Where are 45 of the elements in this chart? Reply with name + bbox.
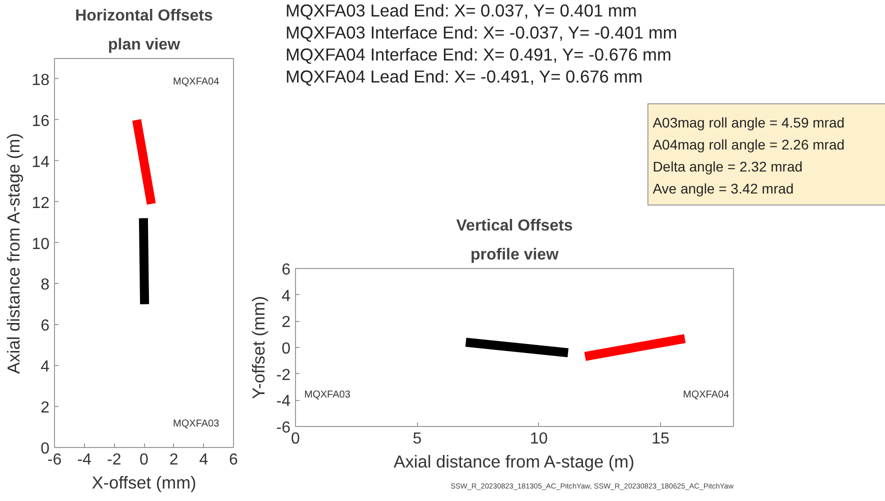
y-tick-label: 18 (32, 72, 50, 89)
text: MQXFA04 Interface End: X= 0.491, Y= -0.676 mm (286, 44, 672, 64)
x-tick-label: 2 (169, 452, 178, 468)
y-tick-label: 2 (40, 400, 50, 417)
y-tick-label: 6 (282, 262, 291, 278)
x-axis-title: X-offset (mm) (92, 472, 196, 492)
x-tick-label: 0 (140, 452, 149, 468)
annotation: MQXFA03 (173, 418, 220, 430)
y-axis-title: Axial distance from A-stage (m) (4, 133, 24, 374)
y-tick-label: 16 (32, 112, 50, 130)
x-tick-label: 4 (199, 452, 208, 468)
text: Ave angle = 3.42 mrad (652, 180, 794, 196)
y-tick-label: 6 (40, 318, 50, 335)
x-tick-label: -2 (107, 452, 122, 468)
y-tick-label: -2 (276, 366, 291, 384)
x-axis-title: Axial distance from A-stage (m) (394, 452, 634, 472)
y-tick-label: 2 (282, 314, 291, 332)
y-axis-title: Y-offset (mm) (248, 296, 268, 400)
chart-subtitle: plan view (108, 36, 181, 54)
text: MQXFA03 Interface End: X= -0.037, Y= -0.401 mm (286, 22, 678, 42)
chart-title: Horizontal Offsets (75, 8, 213, 24)
y-tick-label: -6 (276, 420, 291, 436)
x-tick-label: 10 (530, 430, 548, 448)
y-tick-label: 4 (282, 288, 291, 305)
y-tick-label: 12 (32, 194, 50, 212)
y-tick-label: -4 (276, 393, 291, 410)
annotation: MQXFA03 (304, 389, 351, 400)
y-tick-label: 8 (40, 276, 50, 294)
x-tick-label: 6 (229, 452, 238, 468)
y-tick-label: 10 (32, 236, 50, 253)
annotation: MQXFA04 (682, 389, 730, 400)
x-tick-label: 5 (412, 430, 422, 448)
chart-subtitle: profile view (470, 246, 560, 264)
text: A04mag roll angle = 2.26 mrad (652, 136, 845, 152)
annotation: MQXFA04 (173, 76, 220, 88)
chart-title: Vertical Offsets (456, 218, 573, 234)
y-tick-label: 4 (40, 358, 50, 376)
text: Delta angle = 2.32 mrad (652, 158, 803, 174)
text: MQXFA04 Lead End: X= -0.491, Y= 0.676 mm (286, 66, 643, 86)
text: A03mag roll angle = 4.59 mrad (652, 114, 845, 130)
y-tick-label: 0 (282, 340, 291, 358)
x-tick-label: -4 (77, 452, 92, 468)
y-tick-label: 14 (32, 154, 50, 171)
x-tick-label: 15 (652, 430, 670, 448)
text: MQXFA03 Lead End: X= 0.037, Y= 0.401 mm (286, 0, 637, 20)
